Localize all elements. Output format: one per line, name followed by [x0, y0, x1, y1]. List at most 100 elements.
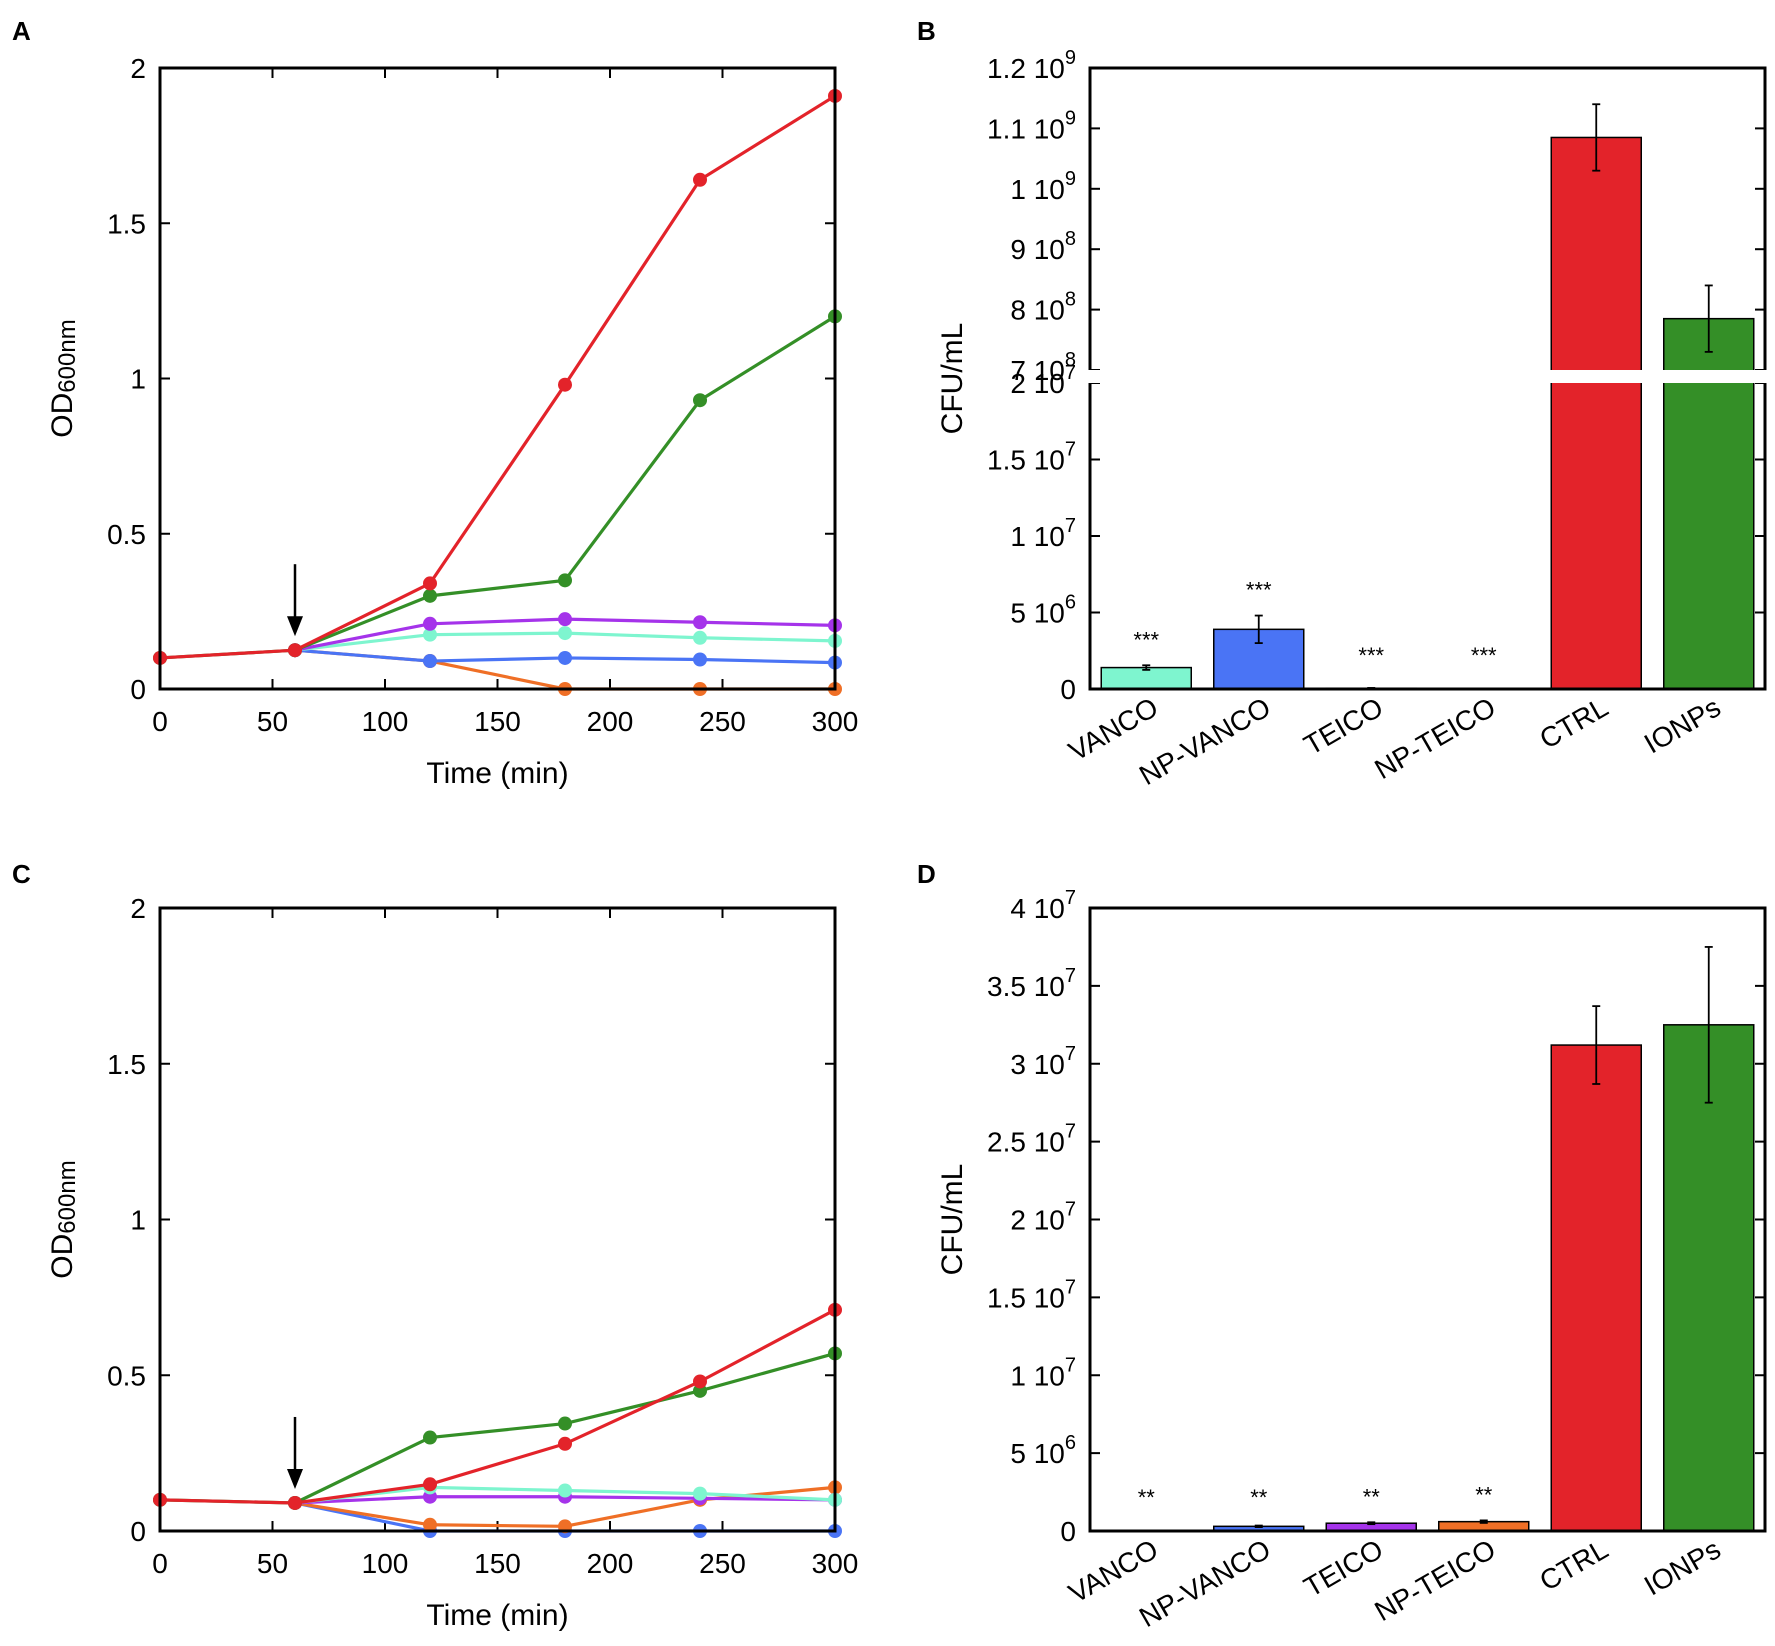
bar-ctrl — [1550, 1044, 1642, 1532]
plot-frame — [1088, 906, 1767, 1533]
data-point-np-vanco — [693, 652, 707, 667]
y-tick-mantissa: 3 10 — [1010, 1049, 1065, 1080]
x-axis-label: Time (min) — [426, 1599, 568, 1632]
x-tick-label: 200 — [587, 706, 634, 737]
y-tick-label: 3.5 107 — [987, 965, 1076, 1002]
panel-letter: C — [12, 859, 31, 889]
data-point-teico — [558, 612, 572, 627]
y-tick-label: 2 107 — [1010, 1199, 1076, 1236]
y-tick-exponent: 8 — [1065, 289, 1076, 311]
chart-panel-C: C 0 0.5 1 1.5 2 0 50 100 150 200 250 300 Time (min) OD… — [12, 859, 858, 1632]
y-tick-mantissa: 5 10 — [1010, 598, 1065, 629]
data-point-np-teico — [423, 1517, 437, 1532]
x-tick-label: 50 — [257, 706, 288, 737]
x-tick-label: 250 — [699, 706, 746, 737]
bar-vanco — [1100, 666, 1192, 690]
data-point-vanco — [693, 1486, 707, 1501]
x-tick-label: IONPs — [1639, 691, 1726, 759]
data-point-ctrl — [288, 1495, 302, 1510]
y-tick-label: 1.5 — [107, 208, 146, 239]
y-tick-mantissa: 8 10 — [1010, 295, 1065, 326]
data-point-teico — [423, 616, 437, 631]
y-tick-label: 2 — [130, 893, 146, 924]
plot-frame — [158, 906, 837, 1533]
y-tick-mantissa: 2.5 10 — [987, 1127, 1065, 1158]
y-tick-label: 1 107 — [1010, 1354, 1076, 1391]
axis-break-gap — [1084, 370, 1771, 383]
significance-marker: *** — [1471, 643, 1497, 668]
y-tick-exponent: 8 — [1065, 228, 1076, 250]
y-tick-exponent: 7 — [1065, 887, 1076, 909]
data-point-np-vanco — [558, 650, 572, 665]
x-tick-label: 300 — [812, 706, 859, 737]
data-point-ionps — [558, 573, 572, 588]
x-tick-label: 300 — [812, 1548, 859, 1579]
data-point-ctrl — [288, 643, 302, 658]
y-tick-mantissa: 0 — [1060, 674, 1076, 705]
y-tick-mantissa: 5 10 — [1010, 1438, 1065, 1469]
y-tick-label: 0 — [130, 1516, 146, 1547]
y-tick-label: 3 107 — [1010, 1043, 1076, 1080]
y-tick-label: 5 106 — [1010, 1432, 1076, 1469]
y-tick-label: 0 — [1060, 674, 1076, 705]
series-line-ctrl — [159, 94, 836, 660]
data-point-vanco — [558, 1483, 572, 1498]
y-tick-label: 1 107 — [1010, 515, 1076, 552]
y-tick-exponent: 9 — [1065, 47, 1076, 69]
y-tick-label: 1 — [130, 1205, 146, 1236]
y-tick-mantissa: 1.1 10 — [987, 113, 1065, 144]
x-tick-label: 200 — [587, 1548, 634, 1579]
significance-marker: ** — [1475, 1482, 1493, 1507]
data-point-vanco — [423, 627, 437, 642]
data-point-ctrl — [423, 576, 437, 591]
data-point-ctrl — [693, 1374, 707, 1389]
series-line-ctrl — [159, 1308, 836, 1505]
x-tick-label: 100 — [362, 1548, 409, 1579]
y-axis-label: OD600nm — [46, 319, 81, 437]
plot-frame — [158, 66, 837, 691]
y-tick-exponent: 7 — [1065, 1354, 1076, 1376]
series-line-ionps — [159, 315, 836, 660]
data-point-vanco — [693, 630, 707, 645]
data-point-ionps — [558, 1416, 572, 1431]
y-tick-label: 0 — [130, 674, 146, 705]
data-point-ionps — [423, 588, 437, 603]
x-tick-label: NP-TEICO — [1369, 1533, 1500, 1627]
x-tick-label: 50 — [257, 1548, 288, 1579]
y-tick-mantissa: 1.5 10 — [987, 445, 1065, 476]
y-tick-exponent: 7 — [1065, 1121, 1076, 1143]
y-tick-exponent: 7 — [1065, 1276, 1076, 1298]
y-tick-mantissa: 0 — [1060, 1516, 1076, 1547]
panel-letter: A — [12, 16, 31, 46]
x-tick-label: TEICO — [1299, 1533, 1389, 1603]
panel-letter: B — [917, 16, 936, 46]
chart-panel-A: A 0 0.5 1 1.5 2 0 50 100 150 200 250 300 Time (min) OD… — [12, 16, 858, 790]
y-tick-mantissa: 1.5 10 — [987, 1282, 1065, 1313]
y-tick-label: 8 108 — [1010, 289, 1076, 326]
data-point-np-vanco — [423, 654, 437, 669]
x-tick-label: 100 — [362, 706, 409, 737]
y-tick-label: 1 — [130, 364, 146, 395]
y-tick-label: 1.1 109 — [987, 107, 1076, 144]
y-tick-exponent: 8 — [1065, 349, 1076, 371]
data-point-ctrl — [558, 377, 572, 392]
y-tick-exponent: 7 — [1065, 362, 1076, 384]
x-tick-label: 150 — [474, 706, 521, 737]
x-tick-label: IONPs — [1639, 1533, 1726, 1601]
y-tick-label: 1.5 107 — [987, 1276, 1076, 1313]
data-point-ctrl — [423, 1477, 437, 1492]
significance-marker: *** — [1358, 643, 1384, 668]
y-tick-mantissa: 1 10 — [1010, 1360, 1065, 1391]
y-axis-label: OD600nm — [46, 1160, 81, 1278]
y-tick-label: 9 108 — [1010, 228, 1076, 265]
y-tick-label: 0 — [1060, 1516, 1076, 1547]
y-tick-label: 2 — [130, 53, 146, 84]
y-tick-label: 0.5 — [107, 519, 146, 550]
y-tick-label: 1.2 109 — [987, 47, 1076, 84]
y-tick-exponent: 7 — [1065, 515, 1076, 537]
significance-marker: ** — [1138, 1485, 1156, 1510]
y-tick-mantissa: 1 10 — [1010, 521, 1065, 552]
y-tick-label: 5 106 — [1010, 592, 1076, 629]
